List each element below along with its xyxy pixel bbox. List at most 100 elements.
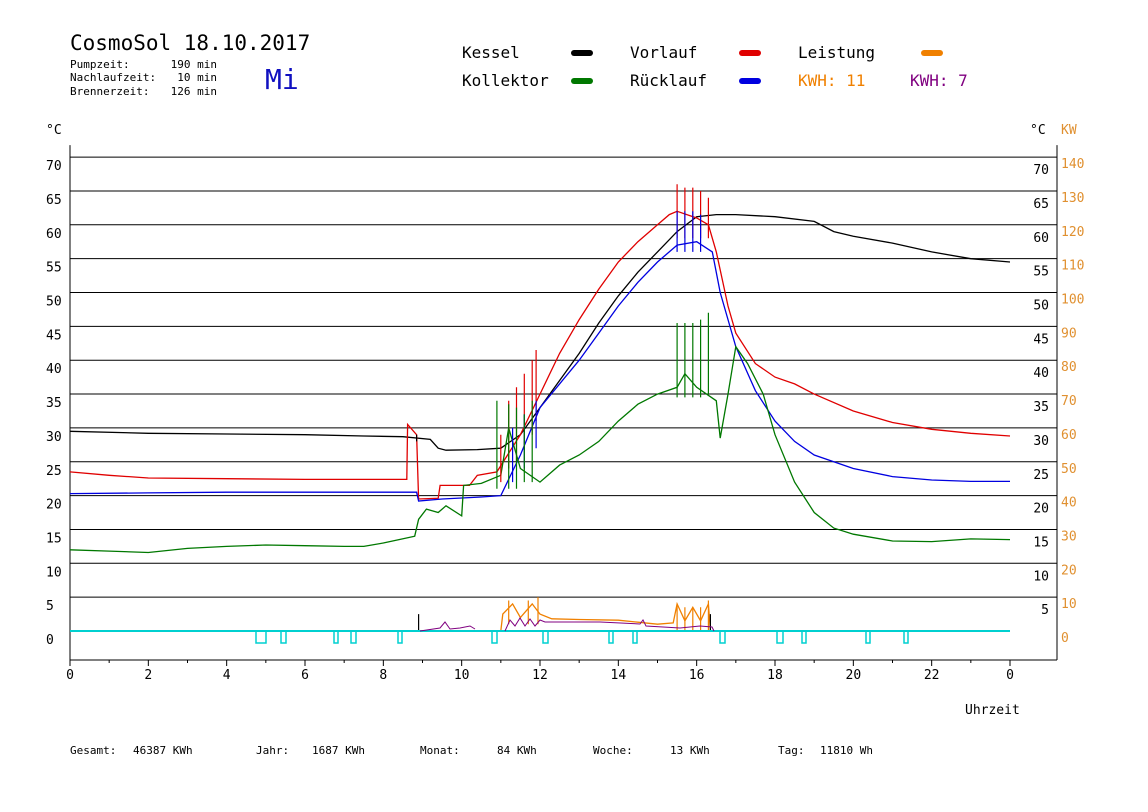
y-tick-label-left: 20 bbox=[46, 498, 62, 513]
y-tick-label-kw: 80 bbox=[1061, 360, 1077, 375]
series bbox=[69, 184, 1011, 632]
x-tick-label: 0 bbox=[1006, 668, 1014, 683]
info-label: Nachlaufzeit: bbox=[70, 71, 156, 84]
x-tick-label: 8 bbox=[379, 668, 387, 683]
y-tick-label-right: 40 bbox=[1033, 366, 1049, 381]
legend-label-ruecklauf: Rücklauf bbox=[630, 71, 707, 90]
footer: Gesamt: 46387 KWh Jahr: 1687 KWh Monat: … bbox=[70, 744, 873, 757]
y-tick-label-kw: 30 bbox=[1061, 529, 1077, 544]
footer-label-tag: Tag: bbox=[778, 744, 805, 757]
series-line-vorlauf bbox=[69, 210, 1011, 500]
legend-label-kessel: Kessel bbox=[462, 43, 520, 62]
y-tick-label-right: 55 bbox=[1033, 265, 1049, 280]
series-line-kollektor bbox=[69, 345, 1011, 554]
left-unit-label: °C bbox=[46, 123, 62, 138]
footer-label-woche: Woche: bbox=[593, 744, 633, 757]
kwh-label-leistung: KWH: 11 bbox=[798, 71, 865, 90]
series-line-kessel bbox=[69, 213, 1011, 451]
footer-value-woche: 13 KWh bbox=[670, 744, 710, 757]
y-tick-label-kw: 130 bbox=[1061, 191, 1084, 206]
legend: Kessel Vorlauf Leistung Kollektor Rückla… bbox=[462, 43, 968, 90]
y-tick-label-left: 45 bbox=[46, 328, 62, 343]
y-tick-label-right: 50 bbox=[1033, 299, 1049, 314]
y-tick-label-right: 70 bbox=[1033, 163, 1049, 178]
info-value: 126 min bbox=[171, 85, 217, 98]
y-tick-label-right: 25 bbox=[1033, 468, 1049, 483]
y-tick-label-kw: 100 bbox=[1061, 293, 1084, 308]
y-tick-label-kw: 60 bbox=[1061, 428, 1077, 443]
series-line-leistung bbox=[70, 601, 1010, 632]
y-tick-label-left: 30 bbox=[46, 430, 62, 445]
legend-label-kollektor: Kollektor bbox=[462, 71, 549, 90]
info-label: Brennerzeit: bbox=[70, 85, 149, 98]
footer-label-jahr: Jahr: bbox=[256, 744, 289, 757]
footer-value-tag: 11810 Wh bbox=[820, 744, 873, 757]
y-tick-label-left: 0 bbox=[46, 633, 54, 648]
y-tick-label-left: 65 bbox=[46, 193, 62, 208]
series-spikes-kessel bbox=[416, 434, 711, 631]
kwh-label-purple: KWH: 7 bbox=[910, 71, 968, 90]
y-tick-label-left: 55 bbox=[46, 261, 62, 276]
x-tick-label: 16 bbox=[689, 668, 705, 683]
y-tick-label-right: 65 bbox=[1033, 197, 1049, 212]
y-tick-label-kw: 110 bbox=[1061, 259, 1084, 274]
x-tick-label: 12 bbox=[532, 668, 548, 683]
footer-label-monat: Monat: bbox=[420, 744, 460, 757]
y-tick-label-left: 70 bbox=[46, 159, 62, 174]
info-value: 10 min bbox=[177, 71, 217, 84]
x-tick-label: 0 bbox=[66, 668, 74, 683]
x-tick-label: 20 bbox=[846, 668, 862, 683]
y-tick-label-left: 35 bbox=[46, 396, 62, 411]
footer-value-jahr: 1687 KWh bbox=[312, 744, 365, 757]
small-purple-trace bbox=[419, 617, 715, 632]
y-tick-label-left: 5 bbox=[46, 599, 54, 614]
x-tick-label: 18 bbox=[767, 668, 783, 683]
legend-label-vorlauf: Vorlauf bbox=[630, 43, 697, 62]
y-tick-label-right: 15 bbox=[1033, 535, 1049, 550]
grid bbox=[69, 145, 1058, 661]
info-label: Pumpzeit: bbox=[70, 58, 130, 71]
right-unit-label: °C bbox=[1030, 123, 1046, 138]
y-tick-label-right: 20 bbox=[1033, 502, 1049, 517]
y-tick-label-kw: 140 bbox=[1061, 157, 1084, 172]
x-tick-label: 6 bbox=[301, 668, 309, 683]
info-block: Pumpzeit: 190 min Nachlaufzeit: 10 min B… bbox=[70, 58, 217, 98]
footer-label-gesamt: Gesamt: bbox=[70, 744, 116, 757]
x-tick-label: 22 bbox=[924, 668, 940, 683]
y-tick-label-kw: 120 bbox=[1061, 225, 1084, 240]
series-spikes-kollektor bbox=[496, 312, 709, 489]
info-value: 190 min bbox=[171, 58, 217, 71]
x-axis-label: Uhrzeit bbox=[965, 703, 1020, 718]
y-tick-label-right: 5 bbox=[1041, 603, 1049, 618]
y-tick-label-kw: 50 bbox=[1061, 462, 1077, 477]
x-tick-label: 4 bbox=[223, 668, 231, 683]
series-spikes-ruecklauf bbox=[512, 211, 702, 483]
y-tick-label-kw: 0 bbox=[1061, 631, 1069, 646]
legend-label-leistung: Leistung bbox=[798, 43, 875, 62]
y-tick-label-kw: 70 bbox=[1061, 394, 1077, 409]
right-unit-kw-label: KW bbox=[1061, 123, 1077, 138]
y-tick-label-left: 10 bbox=[46, 565, 62, 580]
chart-title: CosmoSol 18.10.2017 bbox=[70, 31, 310, 55]
x-tick-label: 14 bbox=[611, 668, 627, 683]
y-tick-label-left: 25 bbox=[46, 464, 62, 479]
y-tick-label-right: 45 bbox=[1033, 332, 1049, 347]
y-tick-label-kw: 20 bbox=[1061, 563, 1077, 578]
y-tick-label-left: 15 bbox=[46, 531, 62, 546]
y-tick-label-kw: 90 bbox=[1061, 326, 1077, 341]
pump-indicator bbox=[70, 630, 1010, 644]
footer-value-monat: 84 KWh bbox=[497, 744, 537, 757]
y-tick-label-left: 60 bbox=[46, 227, 62, 242]
y-tick-label-right: 60 bbox=[1033, 231, 1049, 246]
y-tick-label-right: 10 bbox=[1033, 569, 1049, 584]
x-tick-label: 2 bbox=[144, 668, 152, 683]
y-tick-label-right: 35 bbox=[1033, 400, 1049, 415]
y-tick-label-left: 40 bbox=[46, 362, 62, 377]
pump-pulses bbox=[255, 631, 909, 644]
y-tick-label-kw: 40 bbox=[1061, 496, 1077, 511]
series-line-ruecklauf bbox=[69, 241, 1010, 502]
y-tick-label-right: 30 bbox=[1033, 434, 1049, 449]
y-tick-label-left: 50 bbox=[46, 295, 62, 310]
